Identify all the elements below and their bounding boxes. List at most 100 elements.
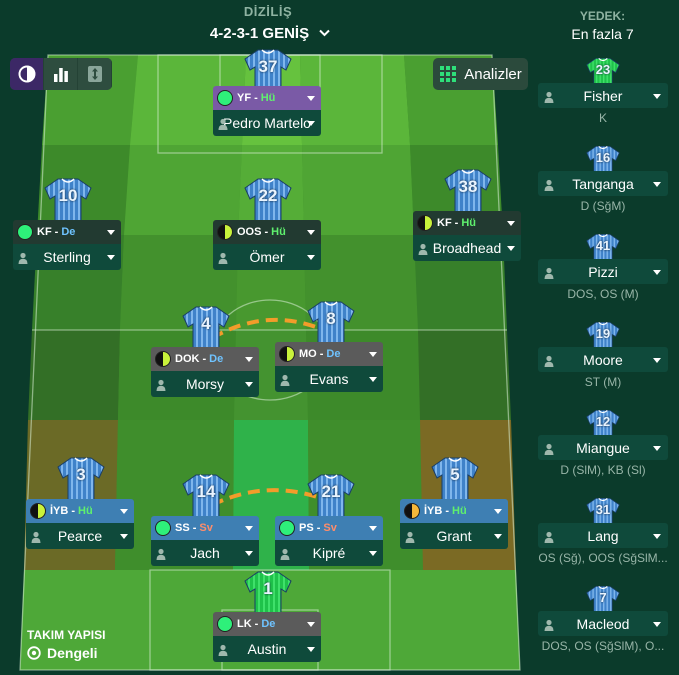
- player-shirt-5[interactable]: 5: [430, 456, 480, 504]
- player-shirt-3[interactable]: 3: [56, 456, 106, 504]
- player-shirt-14[interactable]: 14: [181, 473, 231, 521]
- sub-player-name: Pizzi: [588, 263, 618, 280]
- player-selector[interactable]: Evans: [275, 366, 383, 392]
- sub-player-selector[interactable]: Tanganga: [538, 171, 668, 196]
- player-selector[interactable]: Austin: [213, 636, 321, 662]
- sub-player-selector[interactable]: Pizzi: [538, 259, 668, 284]
- player-card-5: İYB - Hü Grant: [400, 499, 508, 551]
- role-selector[interactable]: LK - De: [213, 612, 321, 636]
- formation-selector[interactable]: 4-2-3-1 GENİŞ: [190, 22, 350, 44]
- player-name: Sterling: [43, 249, 91, 265]
- chevron-down-icon: [120, 534, 128, 539]
- sub-player-name: Fisher: [583, 87, 623, 104]
- arrows-vertical-icon: [87, 66, 102, 82]
- role-selector[interactable]: KF - Hü: [413, 211, 521, 235]
- role-selector[interactable]: SS - Sv: [151, 516, 259, 540]
- player-shirt-37[interactable]: 37: [243, 48, 293, 96]
- player-selector[interactable]: Broadhead: [413, 235, 521, 261]
- duty-code: De: [326, 348, 341, 360]
- player-name: Austin: [247, 641, 287, 657]
- person-icon: [18, 251, 28, 264]
- chevron-down-icon: [120, 509, 128, 514]
- sub-player-name: Lang: [587, 527, 619, 544]
- chevron-down-icon: [369, 352, 377, 357]
- player-shirt-22[interactable]: 22: [243, 177, 293, 225]
- direction-view-button[interactable]: [78, 58, 112, 90]
- player-name: Ömer: [249, 249, 285, 265]
- person-icon: [544, 442, 554, 455]
- player-selector[interactable]: Jach: [151, 540, 259, 566]
- player-selector[interactable]: Kipré: [275, 540, 383, 566]
- chevron-down-icon: [653, 182, 661, 187]
- duty-code: Hü: [78, 505, 93, 517]
- familiarity-icon: [30, 503, 46, 519]
- position-separator: -: [319, 348, 324, 360]
- player-selector[interactable]: Pedro Martelo: [213, 110, 321, 136]
- role-selector[interactable]: İYB - Hü: [26, 499, 134, 523]
- stats-view-button[interactable]: [44, 58, 78, 90]
- shirt-number: 37: [258, 57, 278, 76]
- player-card-10: KF - De Sterling: [13, 220, 121, 272]
- player-shirt-4[interactable]: 4: [181, 305, 231, 353]
- chevron-down-icon: [307, 96, 315, 101]
- player-selector[interactable]: Pearce: [26, 523, 134, 549]
- role-selector[interactable]: DOK - De: [151, 347, 259, 371]
- player-shirt-21[interactable]: 21: [306, 473, 356, 521]
- player-shirt-38[interactable]: 38: [443, 168, 493, 216]
- sub-positions: D (SğM): [580, 199, 626, 213]
- familiarity-icon: [155, 520, 171, 536]
- player-selector[interactable]: Grant: [400, 523, 508, 549]
- position-code: SS: [175, 522, 190, 534]
- position-code: MO: [299, 348, 317, 360]
- player-selector[interactable]: Ömer: [213, 244, 321, 270]
- duty-code: Hü: [461, 217, 477, 229]
- player-shirt-8[interactable]: 8: [306, 300, 356, 348]
- position-code: DOK: [175, 353, 200, 365]
- player-shirt-1[interactable]: 1: [243, 570, 293, 618]
- chevron-down-icon: [245, 357, 253, 362]
- shirt-number: 4: [201, 314, 211, 333]
- partnership-link-defence: [211, 488, 327, 507]
- player-shirt-10[interactable]: 10: [43, 177, 93, 225]
- subs-title: YEDEK:: [579, 9, 626, 23]
- role-selector[interactable]: İYB - Hü: [400, 499, 508, 523]
- person-icon: [405, 530, 415, 543]
- sub-player-selector[interactable]: Macleod: [538, 611, 668, 636]
- sub-player-selector[interactable]: Miangue: [538, 435, 668, 460]
- chevron-down-icon: [107, 255, 115, 260]
- contrast-icon: [18, 65, 35, 83]
- contrast-view-button[interactable]: [10, 58, 44, 90]
- sub-shirt-number: 41: [595, 238, 611, 253]
- position-code: KF: [437, 217, 452, 229]
- person-icon: [218, 251, 228, 264]
- person-icon: [544, 90, 554, 103]
- chevron-down-icon: [245, 382, 253, 387]
- chevron-down-icon: [653, 94, 661, 99]
- analysis-button[interactable]: Analizler: [433, 58, 528, 90]
- role-selector[interactable]: PS - Sv: [275, 516, 383, 540]
- sub-shirt-number: 12: [595, 414, 611, 429]
- role-selector[interactable]: KF - De: [13, 220, 121, 244]
- chevron-down-icon: [245, 526, 253, 531]
- player-selector[interactable]: Morsy: [151, 371, 259, 397]
- sub-shirt-number: 23: [595, 62, 611, 77]
- role-selector[interactable]: OOS - Hü: [213, 220, 321, 244]
- sub-player-selector[interactable]: Moore: [538, 347, 668, 372]
- familiarity-icon: [217, 90, 233, 106]
- team-structure-selector[interactable]: Dengeli: [27, 645, 98, 661]
- sub-player-name: Miangue: [576, 439, 630, 456]
- person-icon: [418, 242, 428, 255]
- analysis-label: Analizler: [464, 65, 522, 83]
- player-selector[interactable]: Sterling: [13, 244, 121, 270]
- role-selector[interactable]: MO - De: [275, 342, 383, 366]
- pitch: [0, 0, 540, 675]
- player-card-14: SS - Sv Jach: [151, 516, 259, 568]
- person-icon: [280, 547, 290, 560]
- role-selector[interactable]: YF - Hü: [213, 86, 321, 110]
- person-icon: [544, 266, 554, 279]
- sub-player-selector[interactable]: Lang: [538, 523, 668, 548]
- formation-name: 4-2-3-1 GENİŞ: [209, 24, 310, 42]
- sub-positions: DOS, OS (M): [567, 287, 639, 301]
- chevron-down-icon: [653, 622, 661, 627]
- sub-player-selector[interactable]: Fisher: [538, 83, 668, 108]
